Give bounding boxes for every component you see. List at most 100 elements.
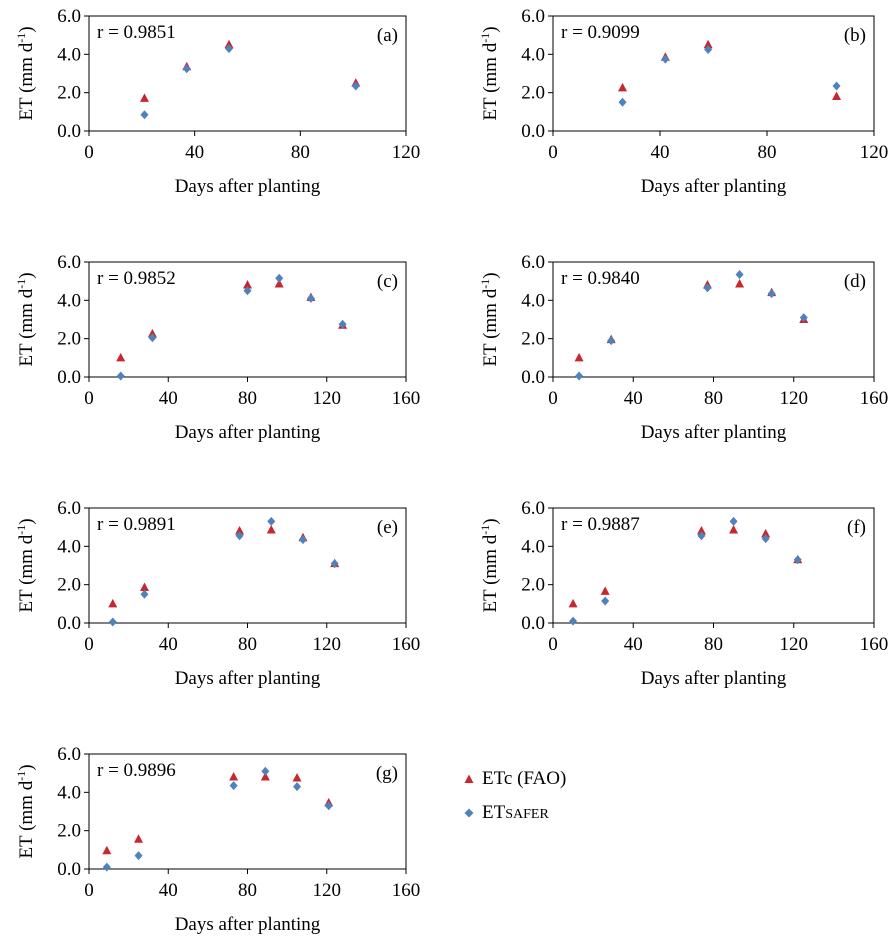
x-tick-label: 40 bbox=[159, 880, 178, 901]
x-tick-label: 160 bbox=[392, 880, 421, 901]
x-axis-label: Days after planting bbox=[175, 914, 321, 935]
panel-letter: (a) bbox=[377, 25, 398, 46]
x-tick-label: 40 bbox=[624, 634, 643, 655]
x-tick-label: 0 bbox=[84, 880, 94, 901]
safer-point bbox=[293, 782, 302, 792]
chart-panel: 0.0 2.0 4.0 6.0 0 40 80 120 160 Days after planti… bbox=[14, 498, 420, 689]
x-tick-label: 40 bbox=[159, 634, 178, 655]
y-tick-label: 6.0 bbox=[57, 744, 81, 765]
x-tick-label: 80 bbox=[238, 388, 257, 409]
safer-point bbox=[102, 862, 111, 872]
fao-point bbox=[761, 528, 771, 538]
safer-point bbox=[704, 45, 713, 55]
safer-point bbox=[735, 269, 744, 279]
x-tick-label: 120 bbox=[313, 634, 342, 655]
legend: ETc (FAO) ETSAFER bbox=[462, 762, 566, 830]
fao-point bbox=[139, 93, 149, 102]
safer-point bbox=[338, 319, 347, 329]
x-tick-label: 120 bbox=[780, 388, 809, 409]
safer-point bbox=[351, 81, 360, 91]
y-tick-label: 0.0 bbox=[57, 613, 81, 634]
fao-point bbox=[134, 834, 144, 843]
legend-item-safer: ETSAFER bbox=[462, 796, 566, 830]
y-tick-label: 4.0 bbox=[521, 44, 545, 65]
x-tick-label: 120 bbox=[392, 142, 421, 163]
y-tick-label: 6.0 bbox=[57, 498, 81, 519]
x-tick-label: 0 bbox=[548, 634, 558, 655]
chart-panel: 0.0 2.0 4.0 6.0 0 40 80 120 Days after planting E… bbox=[14, 6, 420, 197]
safer-point bbox=[324, 801, 333, 811]
correlation-label: r = 0.9840 bbox=[561, 268, 640, 289]
safer-point bbox=[729, 516, 738, 526]
legend-label-safer-prefix: ET bbox=[482, 802, 506, 823]
fao-point bbox=[108, 598, 118, 608]
correlation-label: r = 0.9851 bbox=[97, 22, 176, 43]
fao-point bbox=[729, 525, 739, 534]
safer-point bbox=[298, 535, 307, 545]
y-tick-label: 4.0 bbox=[521, 290, 545, 311]
x-axis-label: Days after planting bbox=[641, 176, 787, 197]
y-axis-label: ET (mm d-1) bbox=[14, 518, 37, 612]
safer-point bbox=[306, 293, 315, 303]
panel-letter: (g) bbox=[376, 763, 398, 784]
x-tick-label: 120 bbox=[780, 634, 809, 655]
y-tick-label: 4.0 bbox=[57, 536, 81, 557]
correlation-label: r = 0.9852 bbox=[97, 268, 176, 289]
y-tick-label: 6.0 bbox=[521, 252, 545, 273]
fao-point bbox=[703, 39, 713, 49]
x-tick-label: 160 bbox=[860, 388, 889, 409]
safer-point bbox=[793, 555, 802, 565]
safer-point bbox=[243, 286, 252, 296]
fao-point bbox=[292, 772, 302, 782]
legend-label-fao: ETc (FAO) bbox=[482, 768, 567, 789]
y-tick-label: 2.0 bbox=[57, 821, 81, 842]
chart-panel: 0.0 2.0 4.0 6.0 0 40 80 120 160 Days after planti… bbox=[478, 252, 888, 443]
fao-point bbox=[116, 352, 126, 362]
x-tick-label: 160 bbox=[860, 634, 889, 655]
fao-point bbox=[832, 91, 842, 100]
x-tick-label: 40 bbox=[185, 142, 204, 163]
safer-point bbox=[134, 851, 143, 861]
safer-point bbox=[148, 333, 157, 343]
safer-point bbox=[108, 617, 117, 627]
y-tick-label: 0.0 bbox=[521, 121, 545, 142]
x-tick-label: 40 bbox=[624, 388, 643, 409]
fao-point bbox=[229, 772, 239, 781]
x-tick-label: 120 bbox=[313, 880, 342, 901]
chart-panel: 0.0 2.0 4.0 6.0 0 40 80 120 160 Days after planti… bbox=[14, 744, 420, 935]
chart-panel: 0.0 2.0 4.0 6.0 0 40 80 120 160 Days after planti… bbox=[478, 498, 888, 689]
legend-item-fao: ETc (FAO) bbox=[462, 762, 566, 796]
safer-point bbox=[182, 64, 191, 74]
y-tick-label: 6.0 bbox=[521, 6, 545, 27]
correlation-label: r = 0.9887 bbox=[561, 514, 640, 535]
y-axis-label: ET (mm d-1) bbox=[478, 26, 501, 120]
safer-point bbox=[661, 54, 670, 64]
x-axis-label: Days after planting bbox=[175, 668, 321, 689]
safer-point bbox=[703, 283, 712, 293]
panel-letter: (e) bbox=[377, 517, 398, 538]
x-tick-label: 80 bbox=[238, 880, 257, 901]
x-tick-label: 120 bbox=[860, 142, 889, 163]
safer-point bbox=[569, 616, 578, 626]
y-tick-label: 2.0 bbox=[57, 329, 81, 350]
blue-diamond-marker-icon bbox=[462, 808, 476, 818]
x-axis-label: Days after planting bbox=[175, 422, 321, 443]
fao-point bbox=[600, 586, 610, 595]
safer-point bbox=[799, 313, 808, 323]
y-tick-label: 4.0 bbox=[57, 290, 81, 311]
panel-letter: (c) bbox=[377, 271, 398, 292]
x-axis-label: Days after planting bbox=[641, 422, 787, 443]
y-axis-label: ET (mm d-1) bbox=[14, 764, 37, 858]
y-axis-label: ET (mm d-1) bbox=[478, 518, 501, 612]
legend-label-safer: ETSAFER bbox=[482, 802, 549, 824]
y-tick-label: 0.0 bbox=[521, 613, 545, 634]
safer-point bbox=[140, 589, 149, 599]
y-tick-label: 6.0 bbox=[57, 252, 81, 273]
safer-point bbox=[229, 781, 238, 791]
fao-point bbox=[618, 82, 628, 92]
x-tick-label: 80 bbox=[758, 142, 777, 163]
safer-point bbox=[267, 516, 276, 526]
x-tick-label: 0 bbox=[84, 634, 94, 655]
x-tick-label: 40 bbox=[651, 142, 670, 163]
